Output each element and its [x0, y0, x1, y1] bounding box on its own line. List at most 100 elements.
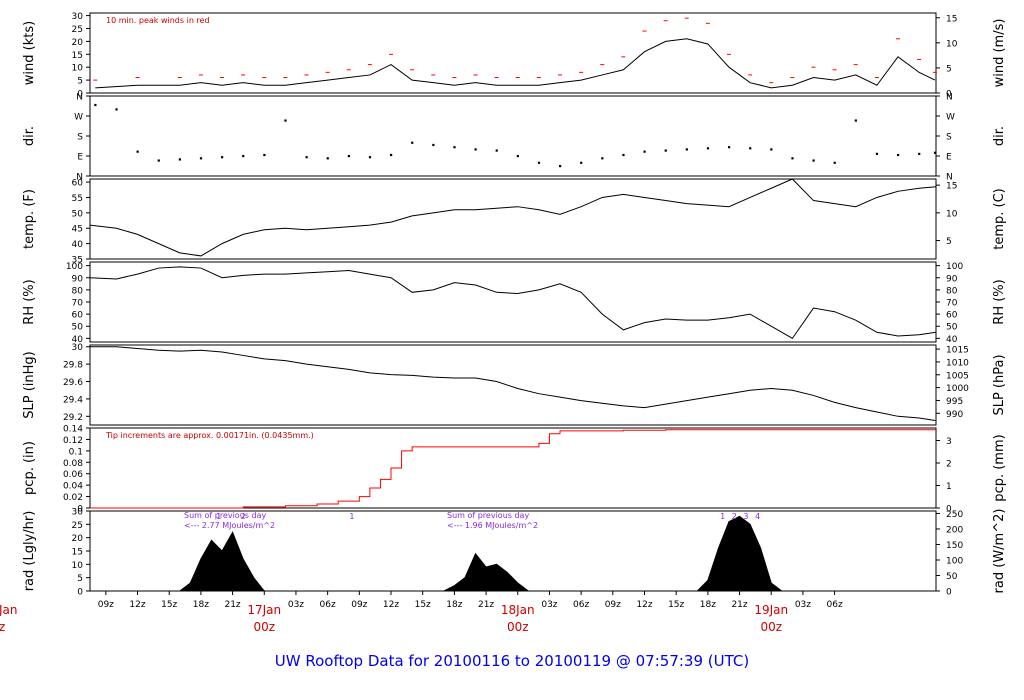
wind-ytick-label: 0 — [77, 90, 83, 100]
rad-marker: 3 — [743, 512, 748, 521]
x-tick-label: 06z — [573, 600, 589, 610]
dir-series-wind-direction-point — [918, 152, 921, 155]
dir-series-wind-direction-point — [537, 161, 541, 164]
wind-ytick-label: 20 — [72, 38, 84, 48]
rh-ytick-label: 60 — [72, 311, 84, 321]
panel-rh: 40 50 60 70 80 90 100 40 50 60 70 80 90 100 RH (%) RH (… — [22, 261, 1007, 345]
rh-ylabel: RH (%) — [22, 279, 37, 324]
dir-series-wind-direction-point — [284, 119, 287, 122]
temp-ytick-label: 50 — [72, 209, 84, 219]
dir-series-wind-direction-point — [770, 148, 773, 151]
temp-ytick-label: 35 — [72, 256, 83, 266]
x-tick-label: 06z — [827, 600, 843, 610]
wind-frame — [89, 12, 937, 94]
x-tick-label: 18z — [193, 600, 209, 610]
rh-right-tick-label: 40 — [946, 335, 958, 345]
rad-annotation: Sum of previous day — [184, 511, 266, 520]
dir-ylabel-right: dir. — [992, 126, 1007, 146]
wind-ytick-label: 30 — [72, 12, 84, 22]
dir-series-wind-direction-point — [199, 157, 203, 160]
pcp-ytick-label: 0.14 — [63, 425, 83, 435]
dir-series-wind-direction-point — [474, 148, 477, 151]
rad-annotation: <--- 1.96 MJoules/m^2 — [447, 521, 538, 530]
x-tick-label: 21z — [224, 600, 240, 610]
dir-series-wind-direction-point — [516, 155, 519, 158]
pcp-note: Tip increments are approx. 0.00171in. (0… — [105, 431, 314, 440]
temp-ytick-label: 40 — [72, 240, 84, 250]
rad-marker: 2 — [241, 512, 246, 521]
wind-ytick-label: 10 — [72, 64, 84, 74]
date-label: 19Jan — [754, 603, 788, 617]
wind-right-tick-label: 0 — [946, 90, 952, 100]
dir-ylabel: dir. — [22, 126, 37, 146]
rh-ytick-label: 80 — [72, 286, 84, 296]
rad-ytick-label: 20 — [72, 534, 84, 544]
dir-series-wind-direction-point — [115, 108, 118, 111]
rad-annotation: Sum of previous day — [447, 511, 529, 520]
dir-series-wind-direction-point — [791, 157, 794, 160]
rh-right-tick-label: 50 — [946, 323, 958, 333]
rad-ytick-label: 15 — [72, 548, 83, 558]
slp-ylabel: SLP (inHg) — [22, 351, 37, 419]
rad-ytick-label: 5 — [77, 574, 83, 584]
slp-ylabel-right: SLP (hPa) — [992, 354, 1007, 415]
rad-ytick-label: 0 — [77, 588, 83, 598]
dir-series-wind-direction-point — [580, 161, 583, 164]
rad-series-day2-area — [443, 552, 530, 592]
slp-right-tick-label: 1010 — [946, 358, 969, 368]
slp-right-tick-label: 990 — [946, 410, 963, 420]
date-label: 17Jan — [247, 603, 281, 617]
x-tick-label: 12z — [129, 600, 145, 610]
chart-title: UW Rooftop Data for 20100116 to 20100119… — [275, 652, 749, 670]
wind-right-tick-label: 5 — [946, 64, 952, 74]
x-tick-label: 09z — [351, 600, 367, 610]
rh-ytick-label: 40 — [72, 335, 84, 345]
dir-series-wind-direction-point — [664, 149, 667, 152]
rh-ylabel-right: RH (%) — [992, 279, 1007, 324]
x-tick-label: 06z — [320, 600, 336, 610]
rh-right-tick-label: 70 — [946, 299, 958, 309]
rh-series-relative-humidity-line — [89, 266, 937, 340]
wind-ylabel-right: wind (m/s) — [992, 19, 1007, 88]
rad-marker: 4 — [755, 512, 760, 521]
rad-right-tick-label: 250 — [946, 510, 963, 520]
dir-series-wind-direction-point — [178, 158, 181, 161]
rh-ytick-label: 100 — [66, 262, 83, 272]
pcp-ytick-label: 0.1 — [69, 447, 83, 457]
slp-ytick-label: 29.6 — [63, 378, 83, 388]
temp-ylabel: temp. (F) — [22, 189, 37, 249]
wind-series-wind-speed-line — [95, 38, 936, 89]
dir-ytick-label: S — [77, 133, 83, 143]
pcp-ytick-label: 0 — [77, 505, 83, 515]
rh-right-tick-label: 100 — [946, 262, 963, 272]
dir-right-tick-label: N — [946, 173, 953, 183]
x-tick-label: 15z — [668, 600, 684, 610]
slp-ytick-label: 30 — [72, 343, 84, 353]
date-hour-label: 00z — [253, 620, 275, 634]
temp-series-temperature-line — [89, 178, 937, 257]
rh-right-tick-label: 90 — [946, 274, 958, 284]
panel-slp: 29.2 29.4 29.6 29.8 30 990 995 1000 1005 1010 1015… — [22, 343, 1007, 426]
rh-ytick-label: 90 — [72, 274, 84, 284]
pcp-ytick-label: 0.12 — [63, 436, 83, 446]
dir-series-wind-direction-point — [326, 157, 329, 160]
dir-series-wind-direction-point — [933, 151, 937, 154]
dir-series-wind-direction-point — [622, 153, 625, 157]
dir-series-wind-direction-point — [812, 159, 815, 162]
pcp-right-tick-label: 2 — [946, 460, 952, 470]
rad-right-tick-label: 0 — [946, 588, 952, 598]
date-hour-label: 00z — [760, 620, 782, 634]
rad-series-day1-area — [178, 531, 266, 592]
x-axis: 09z 12z 15z 18z 21z 03z 06z 09z 12z 15z 18z 21z 03z 0… — [0, 591, 843, 634]
pcp-ytick-label: 0.08 — [63, 459, 83, 469]
wind-right-tick-label: 10 — [946, 39, 958, 49]
dir-series-wind-direction-point — [601, 157, 604, 160]
slp-right-tick-label: 1000 — [946, 384, 969, 394]
slp-right-tick-label: 995 — [946, 397, 963, 407]
dir-series-wind-direction-point — [94, 103, 97, 107]
wind-ytick-label: 5 — [77, 77, 83, 87]
pcp-series-precipitation-line — [90, 429, 936, 509]
